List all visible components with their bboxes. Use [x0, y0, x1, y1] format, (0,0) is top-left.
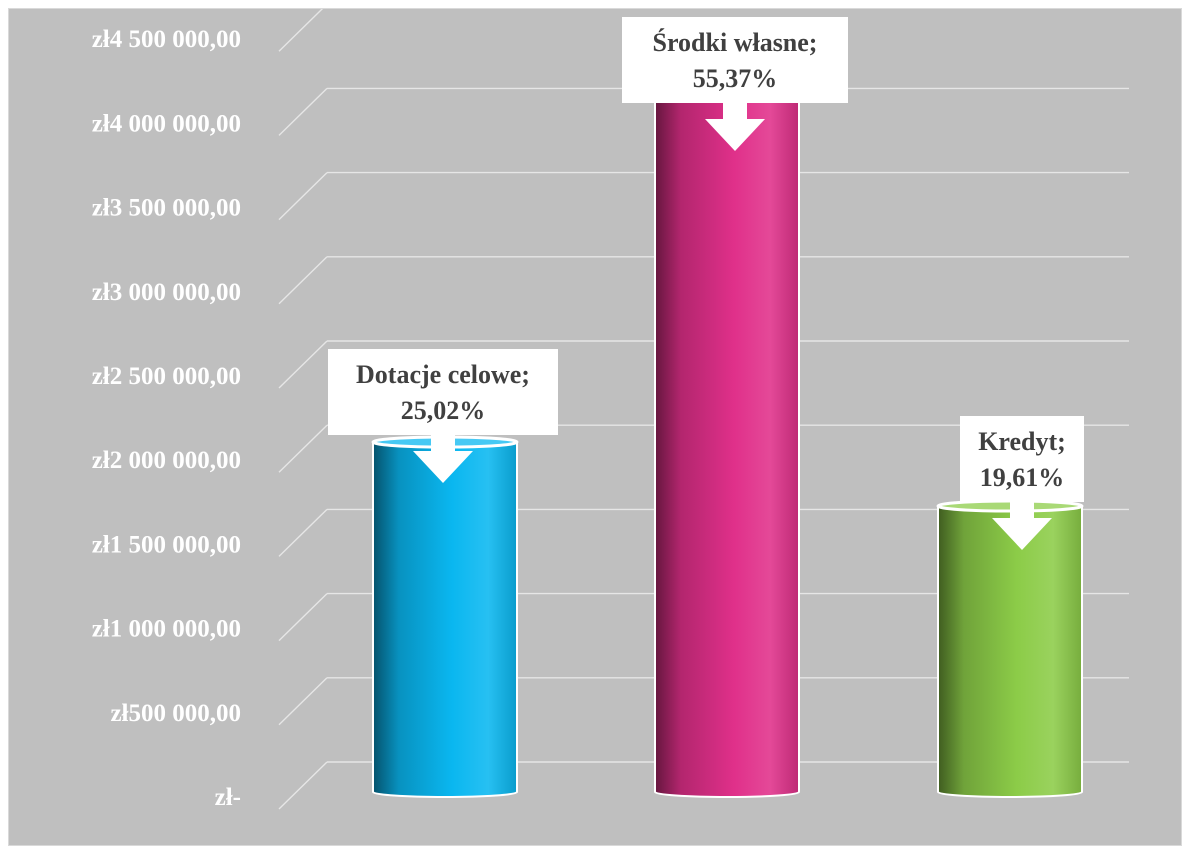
- data-label-percentage: 19,61%: [980, 463, 1065, 492]
- bar-2: [653, 65, 801, 798]
- y-tick-label: zł3 000 000,00: [92, 279, 241, 306]
- gridline-depth: [278, 340, 328, 389]
- bars: [371, 65, 1084, 798]
- gridline-depth: [278, 593, 328, 642]
- chart-frame: zł-zł500 000,00 zł1 000 000,00 zł1 500 000…: [8, 8, 1182, 846]
- y-tick-label: zł2 500 000,00: [92, 363, 241, 390]
- bar-chart: zł-zł500 000,00 zł1 000 000,00 zł1 500 000…: [92, 9, 1129, 811]
- bar-body: [937, 505, 1083, 798]
- gridline-depth: [278, 761, 328, 810]
- data-label-percentage: 25,02%: [401, 396, 486, 425]
- data-label-3: Kredyt; 19,61%: [960, 416, 1084, 550]
- y-tick-label: zł1 500 000,00: [92, 531, 241, 558]
- data-label-category: Dotacje celowe;: [356, 360, 530, 389]
- y-tick-label: zł-: [215, 784, 241, 811]
- data-label-callout: [328, 349, 558, 483]
- gridline-depth: [278, 9, 324, 52]
- data-label-percentage: 55,37%: [693, 64, 778, 93]
- gridline-depth: [278, 87, 328, 136]
- bar-body: [372, 441, 518, 798]
- data-label-callout: [960, 416, 1084, 550]
- y-tick-label: zł4 000 000,00: [92, 110, 241, 137]
- y-tick-label: zł500 000,00: [110, 700, 241, 727]
- data-label-callout: [622, 17, 848, 151]
- data-label-category: Środki własne;: [653, 28, 818, 57]
- y-tick-label: zł2 000 000,00: [92, 447, 241, 474]
- gridline-depth: [278, 508, 328, 557]
- gridline-depth: [278, 677, 328, 726]
- gridline-depth: [278, 256, 328, 305]
- gridline-depth: [278, 172, 328, 221]
- bar-body: [654, 70, 800, 798]
- gridline-depth: [278, 424, 328, 473]
- data-label-category: Kredyt;: [978, 427, 1066, 456]
- data-label-1: Dotacje celowe; 25,02%: [328, 349, 558, 483]
- y-tick-label: zł3 500 000,00: [92, 195, 241, 222]
- y-axis-tick-labels: zł-zł500 000,00 zł1 000 000,00 zł1 500 000…: [92, 26, 241, 811]
- data-labels: Dotacje celowe; 25,02% Środki własne; 55,37…: [328, 17, 1084, 550]
- y-tick-label: zł1 000 000,00: [92, 616, 241, 643]
- bar-1: [371, 435, 519, 798]
- data-label-2: Środki własne; 55,37%: [622, 17, 848, 151]
- bar-3: [936, 499, 1084, 798]
- y-tick-label: zł4 500 000,00: [92, 26, 241, 53]
